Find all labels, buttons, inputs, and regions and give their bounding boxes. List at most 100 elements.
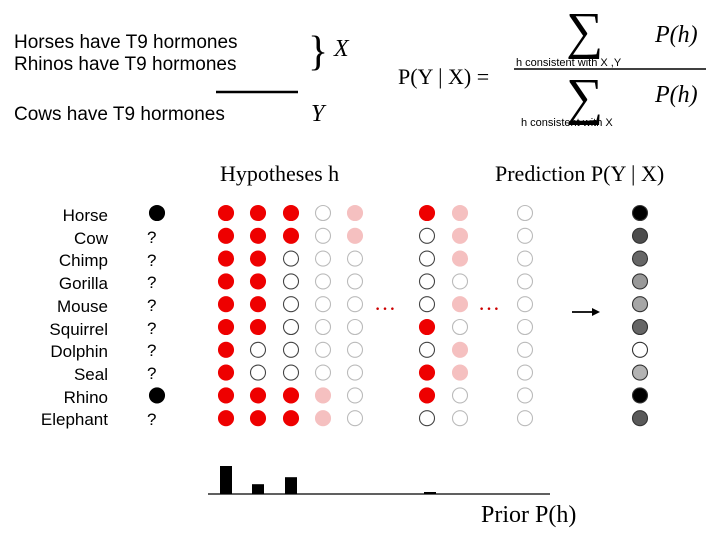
hypothesis-dot [217,341,235,358]
hypothesis-dot [451,341,469,358]
hypothesis-dot [217,204,235,222]
numerator-term: P(h) [655,22,698,48]
hypothesis-dot [314,341,332,358]
prediction-dot [631,364,649,381]
unknown-mark: ? [147,228,157,247]
hypothesis-dot [516,250,534,267]
animal-label: Seal [73,364,108,384]
hypothesis-dot [346,364,364,381]
ellipsis-1: … [374,290,396,315]
hypothesis-dot [282,410,300,427]
prior-label: Prior P(h) [481,502,577,528]
premise-2: Rhinos have T9 hormones [14,54,237,75]
hypothesis-dot [516,318,534,336]
hypothesis-dot [249,204,267,222]
hypothesis-dot [516,296,534,313]
hypothesis-dot [346,387,364,404]
hypothesis-dot [249,318,267,336]
hypothesis-dot [314,318,332,336]
unknown-mark: ? [147,296,157,315]
x-label: X [334,36,349,62]
hypothesis-dot [346,341,364,358]
conclusion: Cows have T9 hormones [14,104,225,125]
hypothesis-dot [249,250,267,267]
hypothesis-dot [346,318,364,336]
animal-label: Dolphin [50,342,108,362]
hypothesis-dot [451,227,469,244]
hypothesis-dot [418,410,436,427]
sum-numerator: ∑ [566,3,604,60]
unknown-mark: ? [147,410,157,429]
hypothesis-dot [282,273,300,290]
hypothesis-dot [418,364,436,381]
ellipsis-2: … [478,290,500,315]
formula-lhs: P(Y | X) = [398,64,490,89]
hypothesis-dot [516,204,534,222]
prediction-dot [631,318,649,336]
animal-label: Horse [62,206,108,225]
hypothesis-dot [282,387,300,404]
hypothesis-dot [314,227,332,244]
animal-label: Mouse [56,296,108,316]
denominator-subscript: h consistent with X [521,117,613,129]
hypothesis-dot [314,410,332,427]
hypothesis-dot [282,364,300,381]
numerator-subscript: h consistent with X ,Y [516,57,622,69]
observed-dot [148,204,166,222]
hypothesis-dot [451,204,469,222]
hypothesis-dot [314,273,332,290]
unknown-mark: ? [147,251,157,270]
hypothesis-dot [249,387,267,404]
hypothesis-dot [418,273,436,290]
hypothesis-dot [217,250,235,267]
hypothesis-dot [314,250,332,267]
hypothesis-dot [217,318,235,336]
prediction-dot [631,250,649,267]
hypothesis-dot [282,341,300,358]
hypothesis-dot [418,250,436,267]
hypothesis-dot [217,387,235,404]
hypothesis-dot [314,387,332,404]
premise-1: Horses have T9 hormones [14,32,238,53]
hypotheses-title: Hypotheses h [220,161,340,186]
unknown-mark: ? [147,364,157,383]
hypothesis-dot [346,296,364,313]
prediction-dot [631,204,649,222]
hypothesis-dot [451,250,469,267]
prediction-title: Prediction P(Y | X) [495,161,665,186]
hypothesis-dot [282,296,300,313]
prediction-dot [631,341,649,358]
hypothesis-dot [346,204,364,222]
prior-bar [220,466,232,494]
unknown-mark: ? [147,341,157,360]
hypothesis-dot [346,227,364,244]
hypothesis-dot [217,410,235,427]
hypothesis-dot [418,341,436,358]
hypothesis-dot [217,296,235,313]
hypothesis-dot [346,250,364,267]
hypothesis-dot [249,273,267,290]
hypothesis-dot [314,364,332,381]
hypothesis-dot [249,410,267,427]
hypothesis-dot [418,227,436,244]
prior-bar [424,492,436,494]
hypothesis-dot [516,410,534,427]
hypothesis-dot [217,227,235,244]
animal-label: Elephant [40,410,108,430]
y-label: Y [311,101,325,127]
hypothesis-dot [314,296,332,313]
hypothesis-dot [451,273,469,290]
prediction-dot [631,296,649,313]
hypothesis-dot [516,273,534,290]
hypothesis-dot [249,341,267,358]
prediction-dot [631,410,649,427]
prediction-dot [631,387,649,404]
unknown-mark: ? [147,319,157,338]
hypothesis-dot [346,273,364,290]
arrow-icon [592,308,600,316]
hypothesis-dot [451,410,469,427]
hypothesis-dot [451,318,469,336]
denominator-term: P(h) [655,82,698,108]
hypothesis-dot [249,296,267,313]
